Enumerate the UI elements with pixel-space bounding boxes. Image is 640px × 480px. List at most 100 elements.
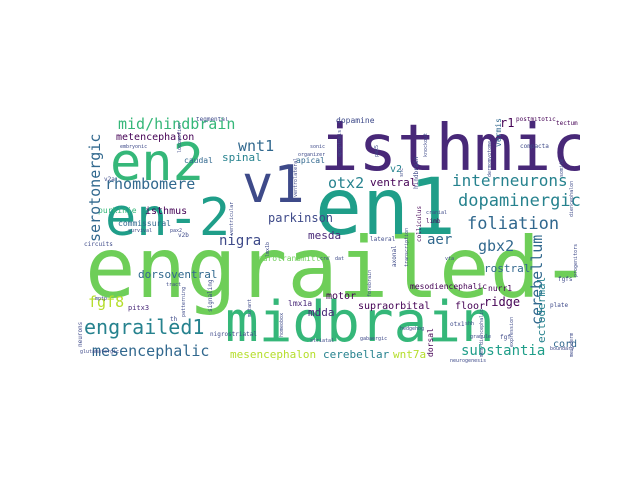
word-mesodiencephalic: mesodiencephalic bbox=[410, 282, 488, 291]
word-parkinson: parkinson bbox=[268, 211, 334, 225]
word-hedgehog: hedgehog bbox=[400, 326, 425, 332]
word-v2b: v2b bbox=[178, 232, 189, 239]
word-lmx1a: lmx1a bbox=[288, 299, 313, 308]
word-pitx3: pitx3 bbox=[128, 304, 150, 312]
word-vermis: vermis bbox=[494, 118, 503, 147]
word-otx1: otx1 bbox=[450, 321, 465, 328]
word-interneurons: interneurons bbox=[452, 171, 568, 190]
word-supraorbital: supraorbital bbox=[358, 301, 431, 312]
word-en2: en2 bbox=[110, 133, 204, 193]
word-plate: plate bbox=[550, 302, 569, 309]
word-homeobox: homeobox bbox=[279, 312, 285, 337]
word-ventricular: ventricular bbox=[229, 201, 235, 235]
word-wnt7a: wnt7a bbox=[393, 348, 427, 361]
word-diencephalon: diencephalon bbox=[569, 180, 575, 217]
word-striatal: striatal bbox=[310, 338, 335, 344]
word-sonic: sonic bbox=[310, 144, 326, 150]
word-expression: expression bbox=[509, 316, 515, 347]
word-ectodermal: ectodermal bbox=[535, 276, 548, 343]
word-forebrain: forebrain bbox=[367, 269, 373, 297]
word-progenitors: progenitors bbox=[573, 243, 579, 277]
word-aer: aer bbox=[427, 232, 453, 248]
word-spinal: spinal bbox=[222, 151, 262, 164]
word-engrailed-1: engrailed-1 bbox=[85, 219, 580, 317]
word-cranial: cranial bbox=[426, 210, 448, 216]
word-boundary: boundary bbox=[550, 346, 575, 352]
word-limb: limb bbox=[426, 218, 441, 225]
word-axonal: axonal bbox=[391, 245, 398, 267]
word-commissural: commissural bbox=[118, 219, 171, 228]
word-cre: cre bbox=[320, 256, 330, 262]
word-postmitotic: postmitotic bbox=[516, 117, 556, 123]
word-mid-hindbrain: mid/hindbrain bbox=[118, 117, 236, 133]
word-dorsal: dorsal bbox=[426, 328, 435, 357]
word-caudal: caudal bbox=[184, 156, 213, 165]
word-foliation: foliation bbox=[467, 214, 560, 234]
word-ridge: ridge bbox=[484, 295, 521, 309]
word-neurotransmitter: neurotransmitter bbox=[253, 254, 331, 263]
word-en-2: en-2 bbox=[105, 188, 231, 248]
word-v2: v2 bbox=[390, 164, 403, 175]
word-wnt1: wnt1 bbox=[238, 137, 275, 155]
word-pax2: pax2 bbox=[170, 228, 183, 234]
word-th: th bbox=[170, 316, 178, 323]
word-floor: floor bbox=[455, 301, 486, 312]
word-dermomyotome: dermomyotome bbox=[487, 140, 493, 177]
word-engrailed1: engrailed1 bbox=[84, 315, 205, 339]
word-purkinje: purkinje bbox=[98, 206, 137, 215]
word-nurr1: nurr1 bbox=[488, 284, 513, 293]
word-neurons: neurons bbox=[77, 321, 84, 347]
word-mesda: mesda bbox=[308, 229, 342, 242]
word-lmx1b: lmx1b bbox=[265, 241, 271, 257]
word-mptp: mptp bbox=[95, 296, 108, 302]
word-dopaminergic: dopaminergic bbox=[458, 191, 580, 211]
word-vta: vta bbox=[445, 256, 455, 262]
word-tectum: tectum bbox=[556, 120, 578, 127]
word-pax5: pax5 bbox=[374, 144, 380, 157]
word-tract: tract bbox=[166, 282, 182, 288]
word-fgf: fgf bbox=[500, 334, 511, 341]
word-dat: dat bbox=[335, 256, 345, 262]
word-circuits: circuits bbox=[84, 241, 113, 248]
word-locomotion: locomotion bbox=[177, 122, 183, 153]
word-survival: survival bbox=[128, 228, 153, 234]
word-embryonic: embryonic bbox=[120, 144, 148, 150]
word-snc: snc bbox=[399, 167, 405, 177]
word-cord: cord bbox=[553, 339, 578, 350]
word-dorsoventral: dorsoventral bbox=[138, 268, 218, 281]
word-ventrolateral: ventrolateral bbox=[293, 157, 299, 197]
word-mesencephalic: mesencephalic bbox=[92, 342, 210, 360]
word-neurogenesis: neurogenesis bbox=[450, 358, 487, 364]
word-cloud: engrailed-1 midbrain isthmic en1 en-2 en… bbox=[70, 117, 580, 363]
word-signaling: signaling bbox=[207, 279, 214, 312]
word-gabaergic: gabaergic bbox=[360, 336, 388, 342]
word-dopamine: dopamine bbox=[336, 117, 375, 125]
word-patterning: patterning bbox=[181, 286, 187, 317]
word-fgfs: fgfs bbox=[558, 276, 573, 283]
word-organizer: organizer bbox=[298, 152, 326, 158]
word-r1: r1 bbox=[500, 117, 515, 130]
word-nigrostriatal: nigrostriatal bbox=[210, 331, 257, 338]
word-lateral: lateral bbox=[370, 236, 396, 243]
word-ventral: ventral bbox=[370, 176, 417, 189]
word-v1: v1 bbox=[242, 155, 305, 215]
word-mesoderm: mesoderm bbox=[569, 332, 575, 357]
word-metencephalon: metencephalon bbox=[116, 132, 195, 143]
word-glutamatergic: glutamatergic bbox=[80, 349, 120, 355]
word-transcription: transcription bbox=[404, 227, 410, 267]
word-hindbrain: hindbrain bbox=[413, 156, 420, 189]
word-v2a: v2a bbox=[104, 176, 115, 183]
word-mutant: mutant bbox=[247, 298, 253, 317]
word-fgf8: fgf8 bbox=[88, 293, 125, 311]
word-nigra: nigra bbox=[219, 233, 262, 249]
word-granule: granule bbox=[470, 334, 492, 340]
word-shh: shh bbox=[465, 321, 475, 327]
word-rhombomere: rhombomere bbox=[105, 175, 196, 193]
word-compacta: compacta bbox=[520, 143, 549, 150]
word-midbrain: midbrain bbox=[225, 290, 495, 355]
word-isthmic: isthmic bbox=[320, 117, 580, 186]
word-apical: apical bbox=[296, 156, 325, 165]
word-gbx2: gbx2 bbox=[478, 237, 515, 255]
word-mdda: mdda bbox=[308, 306, 335, 319]
word-colliculus: colliculus bbox=[416, 205, 423, 242]
